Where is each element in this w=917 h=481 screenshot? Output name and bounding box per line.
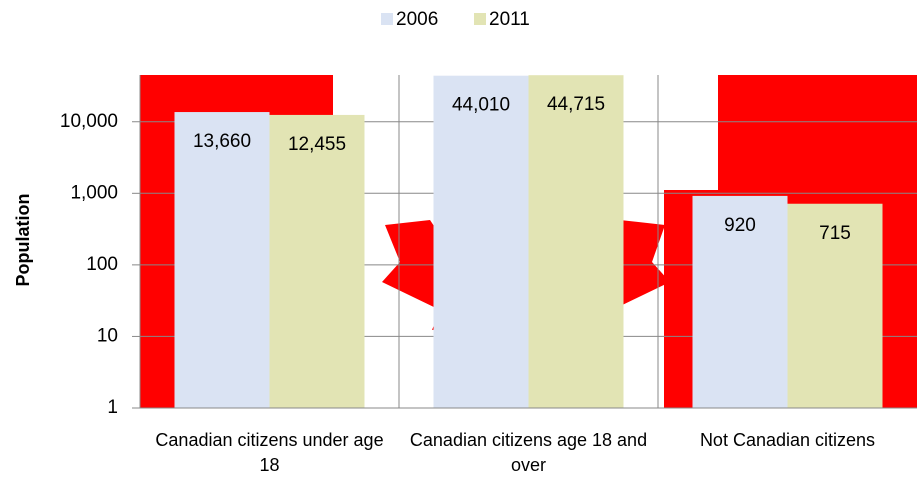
y-tick-label: 10 bbox=[97, 325, 118, 346]
legend-label: 2011 bbox=[489, 9, 530, 30]
data-label: 12,455 bbox=[288, 134, 346, 155]
bar bbox=[269, 114, 365, 408]
y-tick-label: 10,000 bbox=[60, 111, 118, 132]
bar bbox=[692, 195, 788, 408]
x-tick-label: Canadian citizens under age 18 bbox=[155, 430, 384, 475]
bar bbox=[433, 75, 529, 409]
bar bbox=[528, 75, 624, 409]
data-label: 920 bbox=[724, 215, 756, 236]
data-label: 44,010 bbox=[452, 95, 510, 116]
y-tick-label: 1,000 bbox=[70, 182, 118, 203]
y-tick-label: 1 bbox=[107, 397, 118, 418]
x-tick-label: Canadian citizens age 18 and over bbox=[409, 430, 648, 475]
data-label: 13,660 bbox=[193, 131, 251, 152]
legend-swatch bbox=[474, 13, 486, 25]
data-label: 44,715 bbox=[547, 94, 605, 115]
y-axis-title: Population bbox=[13, 194, 33, 287]
data-label: 715 bbox=[819, 223, 851, 244]
legend-swatch bbox=[381, 13, 393, 25]
y-tick-label: 100 bbox=[86, 254, 118, 275]
legend-label: 2006 bbox=[396, 9, 438, 30]
bar bbox=[787, 203, 883, 408]
x-tick-label: Not Canadian citizens bbox=[699, 430, 876, 450]
bar bbox=[174, 112, 270, 408]
